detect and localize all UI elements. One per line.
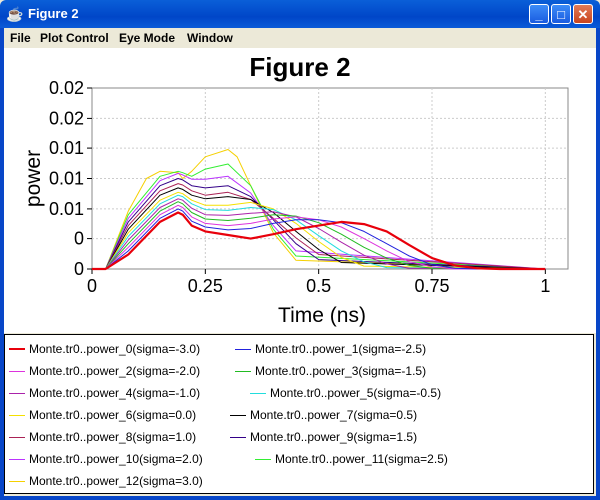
x-tick-label: 0.25 xyxy=(188,276,223,296)
legend-label: Monte.tr0..power_6(sigma=0.0) xyxy=(29,408,197,422)
series-line xyxy=(92,208,546,270)
legend: Monte.tr0..power_0(sigma=-3.0) Monte.tr0.… xyxy=(4,334,594,494)
legend-swatch xyxy=(230,415,246,416)
legend-swatch xyxy=(9,371,25,372)
menu-eye-mode[interactable]: Eye Mode xyxy=(119,31,176,45)
legend-swatch xyxy=(235,371,251,372)
x-axis-label: Time (ns) xyxy=(278,304,366,327)
menu-bar: File Plot Control Eye Mode Window xyxy=(0,28,600,48)
chart-svg: 0 0.25 0.5 0.75 1000.010.010.010.020.02Figur… xyxy=(22,52,569,327)
window-frame-bottom xyxy=(0,496,600,500)
window-titlebar: ☕ Figure 2 _ □ ✕ xyxy=(0,0,600,28)
series-line xyxy=(92,191,546,270)
menu-plot-control[interactable]: Plot Control xyxy=(40,31,109,45)
legend-swatch xyxy=(235,349,251,350)
minimize-button[interactable]: _ xyxy=(529,4,549,24)
x-tick-label: 0.5 xyxy=(306,276,331,296)
legend-label: Monte.tr0..power_11(sigma=2.5) xyxy=(275,452,448,466)
legend-swatch xyxy=(9,348,25,350)
x-tick-label: 0 xyxy=(87,276,97,296)
x-tick-label: 0.75 xyxy=(414,276,449,296)
legend-label: Monte.tr0..power_7(sigma=0.5) xyxy=(250,408,418,422)
legend-label: Monte.tr0..power_1(sigma=-2.5) xyxy=(255,342,427,356)
series-line xyxy=(92,211,546,271)
legend-label: Monte.tr0..power_2(sigma=-2.0) xyxy=(29,364,201,378)
plot-area: 0 0.25 0.5 0.75 1 0 0 0.01 0.01 0.01 0.02 0.02 Figur… xyxy=(4,48,596,333)
y-tick-label: 0.02 xyxy=(49,108,84,128)
legend-label: Monte.tr0..power_0(sigma=-3.0) xyxy=(29,342,201,356)
y-tick-label: 0.01 xyxy=(49,138,84,158)
series-line xyxy=(92,149,546,270)
series-line xyxy=(92,178,546,270)
legend-swatch xyxy=(9,415,25,416)
legend-label: Monte.tr0..power_10(sigma=2.0) xyxy=(29,452,203,466)
y-tick-label: 0 xyxy=(74,259,84,279)
java-app-icon: ☕ xyxy=(6,6,24,22)
chart-title: Figure 2 xyxy=(249,52,350,82)
series-line xyxy=(92,172,546,270)
legend-swatch xyxy=(255,459,271,460)
series-line xyxy=(92,187,546,270)
series-line xyxy=(92,183,546,270)
legend-swatch xyxy=(9,437,25,438)
window-title: Figure 2 xyxy=(28,6,79,21)
window-frame-right xyxy=(596,28,600,500)
series-line xyxy=(92,204,546,270)
y-tick-label: 0.01 xyxy=(49,199,84,219)
series-line xyxy=(92,201,546,270)
legend-swatch xyxy=(250,393,266,394)
series-line xyxy=(92,198,546,270)
maximize-button[interactable]: □ xyxy=(551,4,571,24)
y-axis-label: power xyxy=(22,150,45,207)
legend-label: Monte.tr0..power_12(sigma=3.0) xyxy=(29,474,203,488)
legend-label: Monte.tr0..power_5(sigma=-0.5) xyxy=(270,386,442,400)
menu-file[interactable]: File xyxy=(10,31,31,45)
legend-label: Monte.tr0..power_8(sigma=1.0) xyxy=(29,430,197,444)
close-button[interactable]: ✕ xyxy=(573,4,593,24)
window-frame-left xyxy=(0,28,4,500)
y-tick-label: 0 xyxy=(74,229,84,249)
x-tick-label: 1 xyxy=(540,276,550,296)
legend-label: Monte.tr0..power_3(sigma=-1.5) xyxy=(255,364,427,378)
y-tick-label: 0.02 xyxy=(49,78,84,98)
series-line xyxy=(92,163,546,270)
legend-swatch xyxy=(9,459,25,460)
legend-label: Monte.tr0..power_4(sigma=-1.0) xyxy=(29,386,201,400)
legend-swatch xyxy=(9,393,25,394)
legend-swatch xyxy=(9,481,25,482)
series-line xyxy=(92,194,546,270)
legend-label: Monte.tr0..power_9(sigma=1.5) xyxy=(250,430,418,444)
y-tick-label: 0.01 xyxy=(49,169,84,189)
menu-window[interactable]: Window xyxy=(187,31,233,45)
legend-swatch xyxy=(230,437,246,438)
